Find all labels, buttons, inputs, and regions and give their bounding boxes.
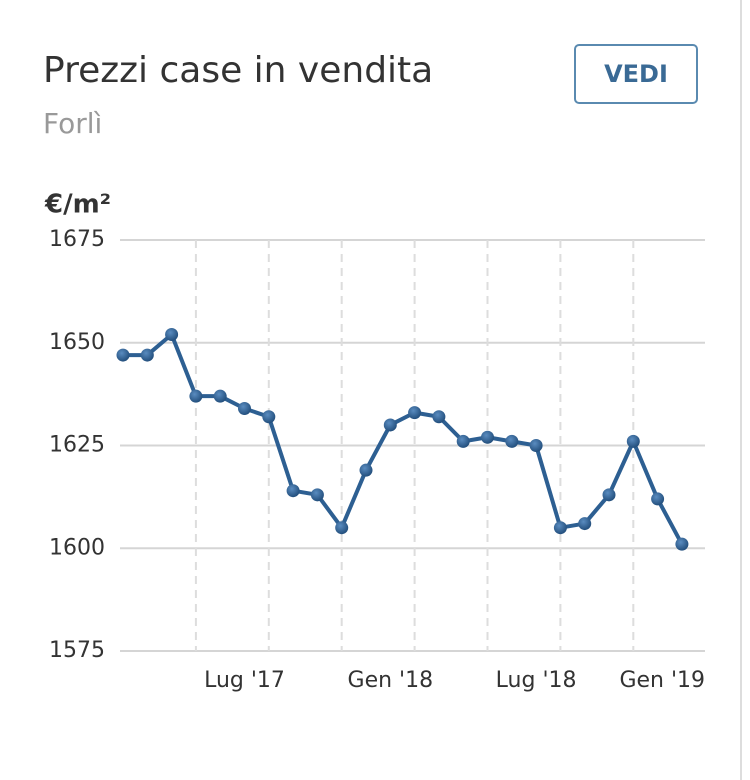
- x-tick-label: Lug '17: [204, 668, 285, 693]
- point: [675, 537, 689, 551]
- point: [262, 410, 276, 424]
- point: [432, 410, 446, 424]
- point: [408, 406, 422, 420]
- y-tick-label: 1625: [49, 433, 105, 458]
- y-axis-label: €/m²: [44, 190, 111, 220]
- point: [310, 488, 324, 502]
- point: [116, 348, 130, 362]
- x-tick-label: Gen '19: [619, 668, 705, 693]
- x-tick-label: Gen '18: [348, 668, 434, 693]
- point: [505, 434, 519, 448]
- point: [481, 430, 494, 444]
- line: [123, 332, 684, 546]
- point: [578, 517, 592, 531]
- y-tick-label: 1600: [49, 535, 105, 560]
- point: [286, 484, 300, 498]
- title: Prezzi case in vendita: [43, 50, 433, 91]
- y-tick-label: 1575: [49, 638, 105, 663]
- subtitle: Forlì: [43, 107, 102, 140]
- x-tick-label: Lug '18: [496, 668, 577, 693]
- button-label[interactable]: VEDI: [604, 60, 668, 88]
- point: [165, 328, 179, 342]
- y-tick-label: 1675: [49, 227, 105, 252]
- point: [359, 463, 373, 477]
- button[interactable]: [574, 44, 698, 104]
- point: [335, 521, 349, 535]
- point: [238, 402, 251, 416]
- point: [383, 418, 397, 432]
- point: [651, 492, 665, 506]
- y-tick-label: 1650: [49, 330, 105, 355]
- point: [213, 389, 227, 403]
- point: [626, 434, 640, 448]
- point: [529, 439, 543, 452]
- point: [456, 434, 470, 448]
- point: [140, 348, 154, 362]
- point: [553, 521, 567, 535]
- point: [602, 488, 616, 502]
- point: [189, 389, 203, 403]
